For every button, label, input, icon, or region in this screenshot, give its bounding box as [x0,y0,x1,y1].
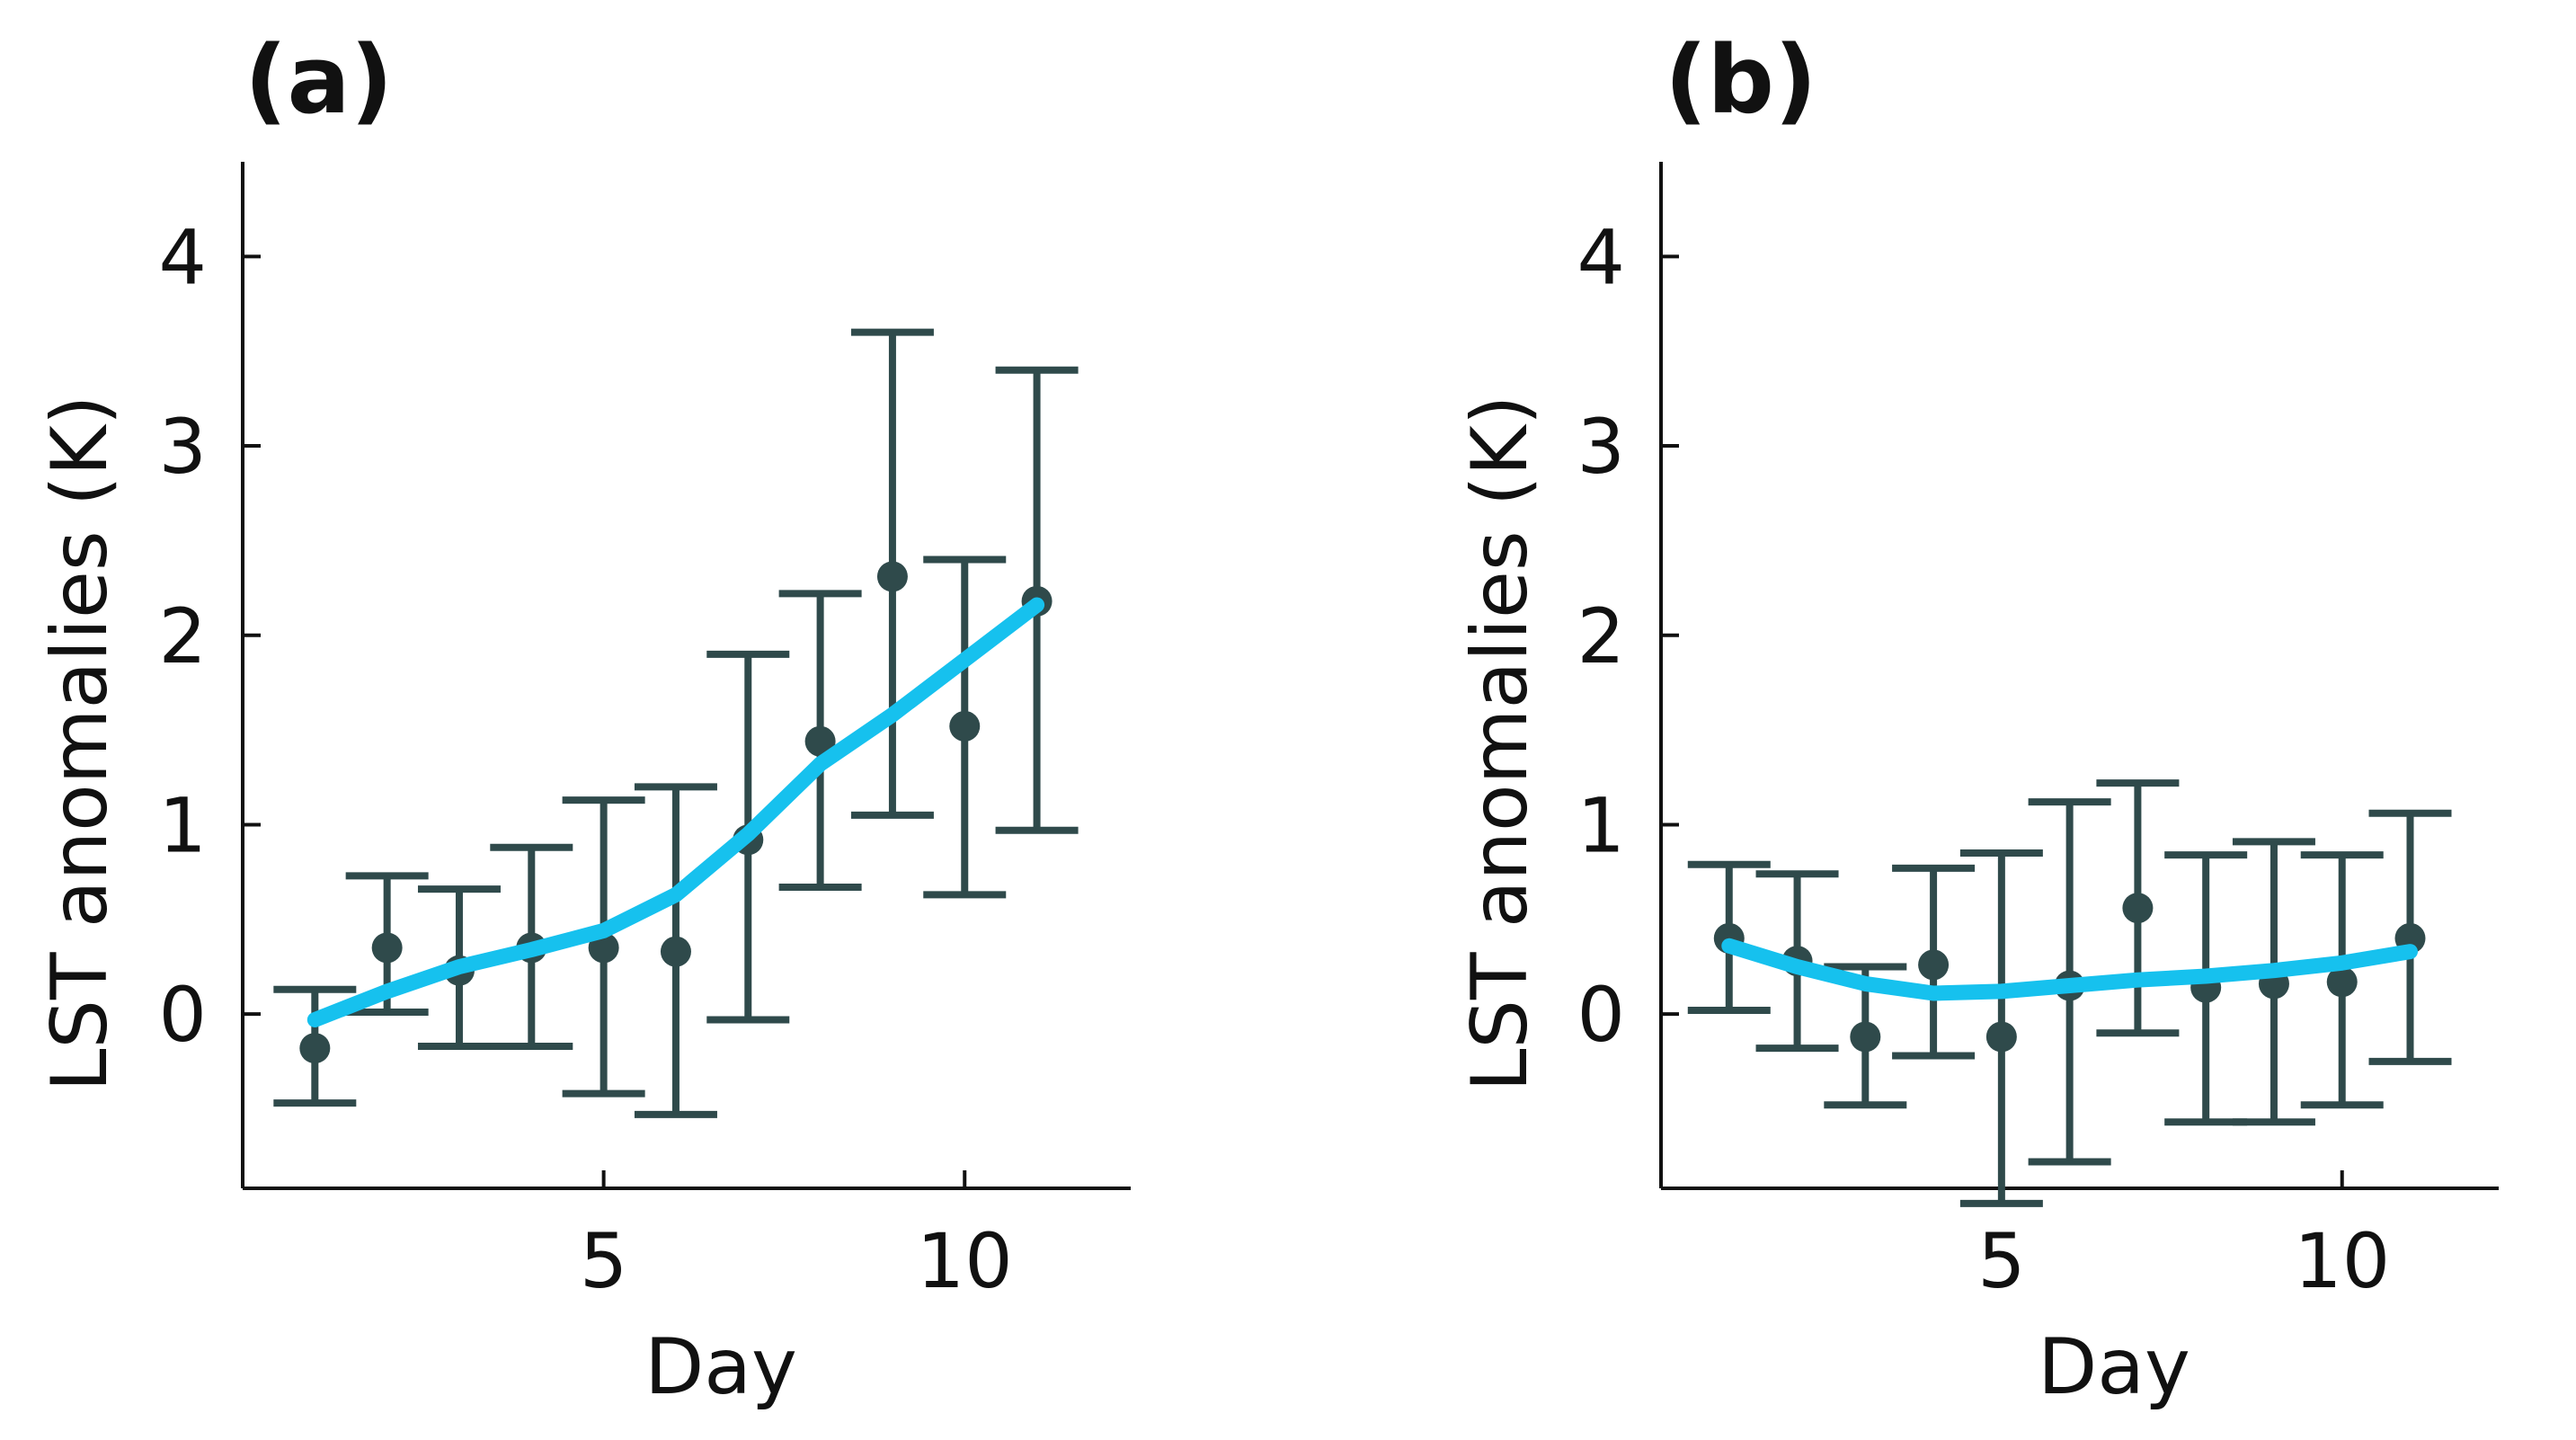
x-axis-label: Day [644,1322,797,1412]
data-point [299,1033,331,1064]
y-tick-label: 1 [159,781,207,869]
data-point [804,725,836,757]
data-point [1985,1021,2017,1053]
y-tick-label: 2 [159,592,207,680]
x-axis-label: Day [2038,1322,2190,1412]
y-tick-label: 1 [1577,781,1625,869]
data-point [1918,949,1950,981]
y-tick-label: 3 [1577,403,1625,491]
data-point [371,932,403,964]
data-point [660,936,691,967]
panel-label: (b) [1665,25,1817,135]
y-tick-label: 2 [1577,592,1625,680]
y-tick-label: 0 [159,971,207,1059]
panel-a: (a) 0 1 2 3 4 5 10 Day LST anomalies (K) [35,25,1131,1412]
data-point [876,561,908,592]
x-tick-label: 10 [917,1217,1013,1305]
panel-b: (b) 0 1 2 3 4 5 10 Day LST anomalies (K) [1455,25,2499,1412]
data-point [949,710,981,742]
panel-label: (a) [244,25,393,135]
y-tick-label: 4 [159,213,207,301]
y-tick-label: 4 [1577,213,1625,301]
data-point [1850,1021,1881,1053]
y-axis-label: LST anomalies (K) [1455,395,1545,1091]
x-tick-label: 5 [1977,1217,2025,1305]
data-point [2122,893,2154,924]
y-tick-label: 0 [1577,971,1625,1059]
y-tick-label: 3 [159,403,207,491]
trend-line [306,597,1045,1027]
x-tick-label: 10 [2294,1217,2390,1305]
y-axis-label: LST anomalies (K) [35,395,125,1091]
data-point [2326,966,2358,998]
x-tick-label: 5 [580,1217,627,1305]
trend-line [1721,938,2418,1001]
